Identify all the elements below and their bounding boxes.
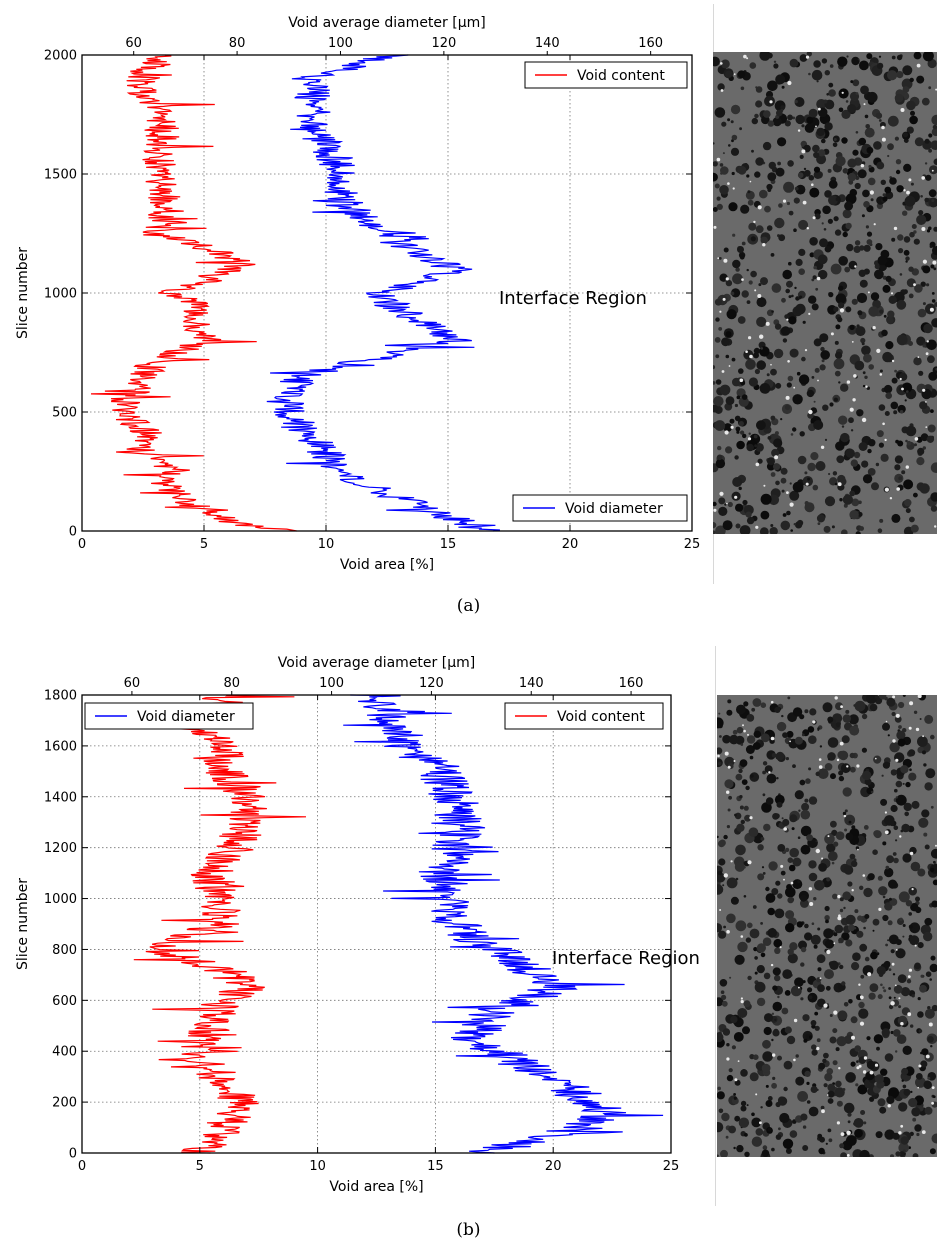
x-axis-label: Void area [%] xyxy=(340,557,434,573)
y-tick-label: 1800 xyxy=(44,689,77,704)
legend-label: Void content xyxy=(557,709,645,725)
figure-panel-b: 0 5 10 15 20 25 60 80 100 120 140 160 0 200 400 600 800 1… xyxy=(0,640,937,1241)
x-tick-label: 20 xyxy=(545,1159,562,1174)
top-x-tick-label: 100 xyxy=(319,676,344,691)
top-x-tick-label: 140 xyxy=(519,676,544,691)
grid-lines xyxy=(82,695,671,1153)
x-tick-label: 5 xyxy=(200,537,208,552)
interface-region-annotation: Interface Region xyxy=(552,948,700,969)
micrograph-image xyxy=(717,695,937,1157)
top-x-tick-label: 80 xyxy=(229,36,246,51)
top-x-tick-label: 80 xyxy=(223,676,240,691)
y-tick-label: 1000 xyxy=(44,892,77,907)
y-tick-label: 2000 xyxy=(44,49,77,64)
y-tick-label: 0 xyxy=(69,1147,77,1162)
legend-legend-right: Void content xyxy=(504,702,664,730)
x-tick-label: 0 xyxy=(78,1159,86,1174)
y-tick-label: 1600 xyxy=(44,739,77,754)
top-x-tick-label: 60 xyxy=(124,676,141,691)
y-axis-label: Slice number xyxy=(15,247,31,339)
x-tick-label: 10 xyxy=(318,537,335,552)
micrograph-texture xyxy=(717,695,937,1157)
y-axis-label: Slice number xyxy=(15,878,31,970)
interface-region-annotation: Interface Region xyxy=(499,288,647,309)
legend-label: Void diameter xyxy=(137,709,235,725)
legend-legend-top: Void content xyxy=(524,61,688,89)
top-x-tick-label: 120 xyxy=(419,676,444,691)
legend-box xyxy=(524,61,688,89)
y-tick-label: 1000 xyxy=(44,287,77,302)
y-tick-label: 800 xyxy=(52,943,77,958)
top-x-tick-label: 120 xyxy=(431,36,456,51)
y-tick-label: 1400 xyxy=(44,790,77,805)
x-axis-label: Void area [%] xyxy=(329,1179,423,1195)
top-x-tick-label: 160 xyxy=(619,676,644,691)
x-tick-label: 15 xyxy=(440,537,457,552)
x-tick-label: 25 xyxy=(684,537,701,552)
y-tick-label: 1200 xyxy=(44,841,77,856)
legend-label: Void diameter xyxy=(565,501,663,517)
chart-a: 0 5 10 15 20 25 60 80 100 120 140 160 0 500 1000 1500 20… xyxy=(15,15,701,573)
y-tick-label: 0 xyxy=(69,525,77,540)
figure-panel-a: 0 5 10 15 20 25 60 80 100 120 140 160 0 500 1000 1500 20… xyxy=(0,0,937,620)
y-tick-label: 500 xyxy=(52,406,77,421)
top-x-tick-label: 160 xyxy=(638,36,663,51)
plot-frame xyxy=(81,694,672,1154)
figure-caption: (b) xyxy=(456,1220,481,1240)
top-x-tick-label: 140 xyxy=(535,36,560,51)
y-tick-label: 400 xyxy=(52,1045,77,1060)
legend-legend-left: Void diameter xyxy=(84,702,254,730)
y-tick-label: 600 xyxy=(52,994,77,1009)
x-tick-label: 25 xyxy=(663,1159,680,1174)
top-x-tick-label: 60 xyxy=(125,36,142,51)
x-tick-label: 0 xyxy=(78,537,86,552)
top-axis-label: Void average diameter [μm] xyxy=(288,15,485,31)
micrograph-texture xyxy=(713,52,937,534)
x-tick-label: 10 xyxy=(309,1159,326,1174)
legend-legend-bottom: Void diameter xyxy=(512,494,688,522)
x-tick-label: 20 xyxy=(562,537,579,552)
y-tick-label: 200 xyxy=(52,1096,77,1111)
legend-label: Void content xyxy=(577,68,665,84)
series-line-void-diameter xyxy=(343,694,664,1154)
series-line-void-content xyxy=(133,694,307,1154)
top-x-tick-label: 100 xyxy=(328,36,353,51)
panel-divider xyxy=(715,646,716,1206)
series-line-void-diameter xyxy=(266,54,500,532)
x-tick-label: 5 xyxy=(196,1159,204,1174)
series-line-void-content xyxy=(90,54,297,532)
micrograph-image xyxy=(713,52,937,534)
top-axis-label: Void average diameter [μm] xyxy=(278,655,475,671)
figure-caption: (a) xyxy=(456,596,481,616)
x-tick-label: 15 xyxy=(427,1159,444,1174)
y-tick-label: 1500 xyxy=(44,168,77,183)
